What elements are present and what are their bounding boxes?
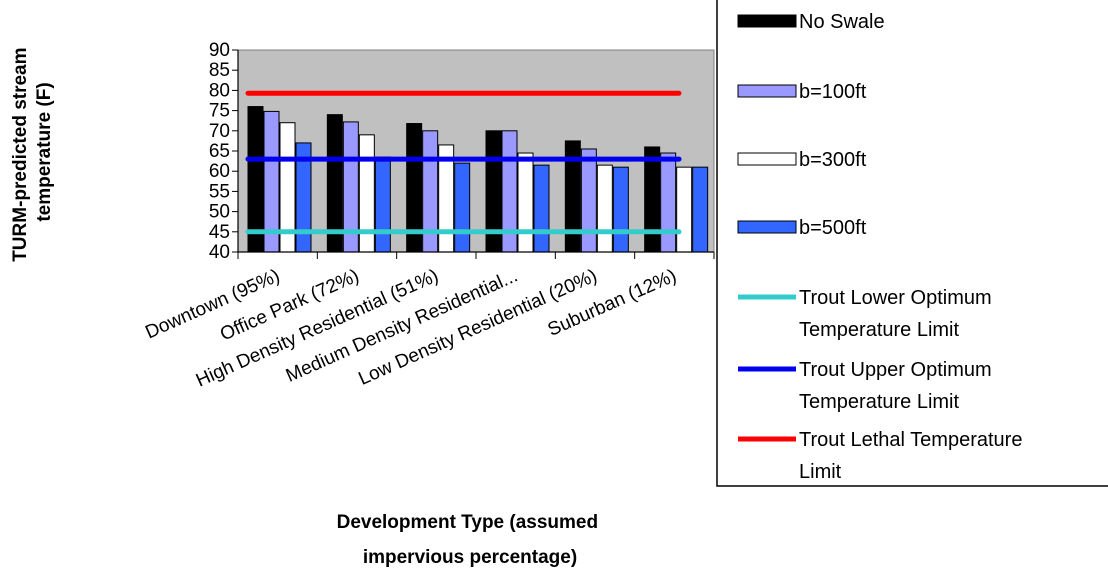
legend-label-4: b=500ft — [799, 217, 867, 239]
bar-4-6 — [692, 166, 709, 253]
legend-swatch-1 — [737, 14, 797, 28]
legend-ref-label-1: Trout Lower Optimum Temperature Limit — [799, 287, 992, 341]
y-tick-label-3: 80 — [209, 80, 230, 101]
y-axis-title-line-1: TURM-predicted stream — [10, 47, 31, 261]
legend-box — [716, 0, 1108, 487]
legend-label-1: No Swale — [799, 11, 885, 33]
y-tick-label-4: 75 — [209, 101, 230, 122]
y-tick-label-6: 65 — [209, 141, 230, 162]
y-tick-label-10: 45 — [209, 222, 230, 243]
bar-3-5 — [596, 164, 613, 253]
x-axis-title-line-2: impervious percentage) — [363, 547, 577, 568]
bar-2-6 — [660, 152, 677, 253]
legend-swatch-4 — [737, 220, 797, 234]
y-tick-label-8: 55 — [209, 181, 230, 202]
legend-ref-label-2: Trout Upper Optimum Temperature Limit — [799, 359, 992, 413]
bar-4-2 — [374, 156, 391, 253]
reference-lines — [245, 90, 682, 235]
legend: No Swale b=100ft b=300ft b=500ft Trout Lower… — [716, 0, 1108, 487]
bar-4-5 — [612, 166, 629, 253]
axes — [232, 49, 715, 259]
bar-4-4 — [533, 164, 550, 253]
y-tick-label-1: 90 — [209, 40, 230, 61]
x-axis-title-line-1: Development Type (assumed — [337, 512, 599, 533]
legend-swatch-2 — [737, 84, 797, 98]
x-tick-label-1: Downtown (95%) — [142, 265, 283, 343]
x-tick-labels: Downtown (95%)Office Park (72%)High Dens… — [142, 265, 679, 391]
y-axis-title-line-2: temperature (F) — [34, 82, 55, 221]
legend-ref-label-3: Trout Lethal Temperature Limit — [799, 429, 1022, 483]
bar-3-6 — [676, 166, 693, 253]
legend-label-3: b=300ft — [799, 149, 867, 171]
y-tick-label-9: 50 — [209, 202, 230, 223]
y-tick-label-5: 70 — [209, 121, 230, 142]
y-tick-label-11: 40 — [209, 242, 230, 263]
y-tick-label-2: 85 — [209, 60, 230, 81]
bar-3-4 — [517, 152, 534, 253]
bar-3-2 — [358, 134, 375, 253]
bar-1-6 — [644, 146, 661, 253]
plot-area — [237, 49, 715, 253]
bar-2-5 — [580, 148, 597, 253]
legend-swatch-3 — [737, 152, 797, 166]
legend-label-2: b=100ft — [799, 81, 867, 103]
bar-4-3 — [454, 162, 471, 253]
x-axis-title: Development Type (assumed impervious per… — [337, 512, 604, 568]
y-axis-title: TURM-predicted stream temperature (F) — [10, 42, 55, 262]
y-tick-label-7: 60 — [209, 161, 230, 182]
